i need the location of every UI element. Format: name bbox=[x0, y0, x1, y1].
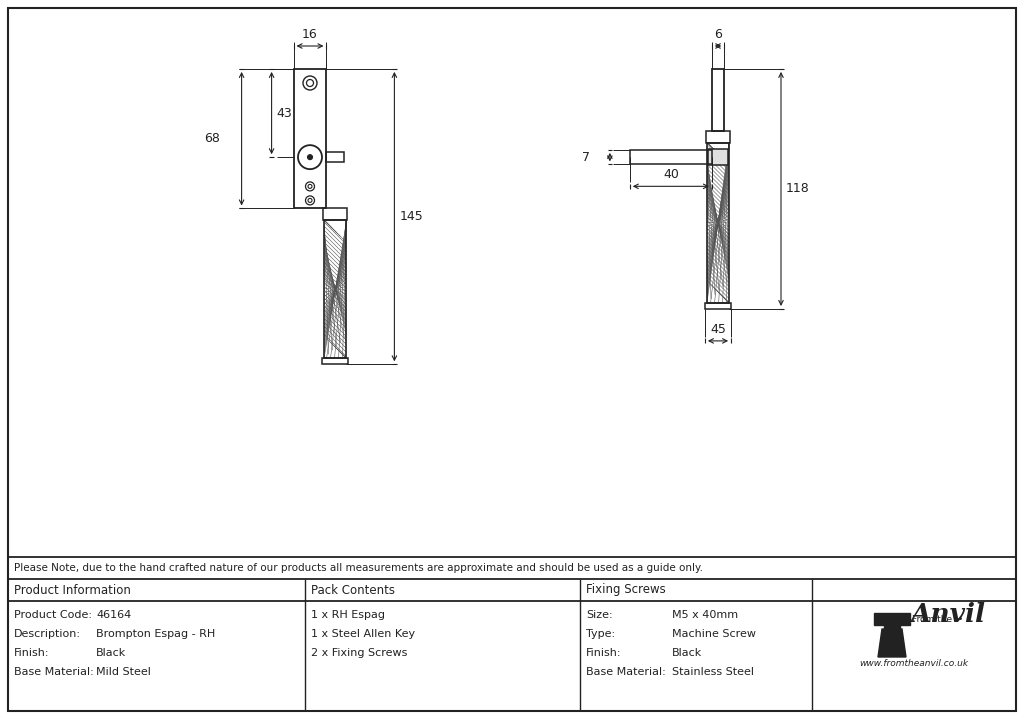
Bar bbox=[324, 209, 347, 221]
Polygon shape bbox=[884, 625, 900, 629]
Text: Description:: Description: bbox=[14, 629, 81, 639]
Text: www.fromtheanvil.co.uk: www.fromtheanvil.co.uk bbox=[859, 659, 969, 668]
Bar bbox=[712, 69, 724, 131]
Bar bbox=[630, 150, 712, 165]
Text: M5 x 40mm: M5 x 40mm bbox=[672, 610, 738, 620]
Text: Base Material:: Base Material: bbox=[586, 667, 666, 677]
Text: 45: 45 bbox=[710, 323, 726, 336]
Bar bbox=[708, 149, 728, 165]
Text: Type:: Type: bbox=[586, 629, 615, 639]
Text: Finish:: Finish: bbox=[586, 648, 622, 658]
Bar bbox=[705, 303, 731, 309]
Bar bbox=[327, 152, 344, 162]
Text: Mild Steel: Mild Steel bbox=[96, 667, 151, 677]
Text: 46164: 46164 bbox=[96, 610, 131, 620]
Text: 40: 40 bbox=[663, 168, 679, 181]
Text: Product Code:: Product Code: bbox=[14, 610, 92, 620]
Bar bbox=[325, 221, 346, 358]
Text: Anvil: Anvil bbox=[910, 602, 985, 627]
Text: Finish:: Finish: bbox=[14, 648, 49, 658]
Bar bbox=[706, 131, 730, 142]
Text: Size:: Size: bbox=[586, 610, 612, 620]
Text: 1 x RH Espag: 1 x RH Espag bbox=[311, 610, 385, 620]
Text: 118: 118 bbox=[786, 183, 810, 196]
Bar bbox=[707, 142, 729, 303]
Text: 16: 16 bbox=[302, 28, 317, 41]
Text: 1 x Steel Allen Key: 1 x Steel Allen Key bbox=[311, 629, 415, 639]
Text: Fixing Screws: Fixing Screws bbox=[586, 584, 666, 597]
Text: 2 x Fixing Screws: 2 x Fixing Screws bbox=[311, 648, 408, 658]
Polygon shape bbox=[874, 613, 910, 625]
Circle shape bbox=[307, 155, 312, 160]
Bar bbox=[294, 69, 327, 209]
Text: Brompton Espag - RH: Brompton Espag - RH bbox=[96, 629, 215, 639]
Text: Pack Contents: Pack Contents bbox=[311, 584, 395, 597]
Text: 6: 6 bbox=[714, 28, 722, 41]
Polygon shape bbox=[878, 629, 906, 657]
Text: 145: 145 bbox=[399, 210, 423, 223]
Text: Product Information: Product Information bbox=[14, 584, 131, 597]
Text: Stainless Steel: Stainless Steel bbox=[672, 667, 754, 677]
Bar bbox=[323, 358, 348, 365]
Text: Machine Screw: Machine Screw bbox=[672, 629, 756, 639]
Text: From the  •: From the • bbox=[912, 615, 964, 624]
Text: 7: 7 bbox=[582, 151, 590, 164]
Text: Please Note, due to the hand crafted nature of our products all measurements are: Please Note, due to the hand crafted nat… bbox=[14, 563, 703, 573]
Text: Black: Black bbox=[96, 648, 126, 658]
Text: Base Material:: Base Material: bbox=[14, 667, 94, 677]
Text: 68: 68 bbox=[204, 132, 219, 145]
Text: 43: 43 bbox=[276, 106, 292, 119]
Text: Black: Black bbox=[672, 648, 702, 658]
